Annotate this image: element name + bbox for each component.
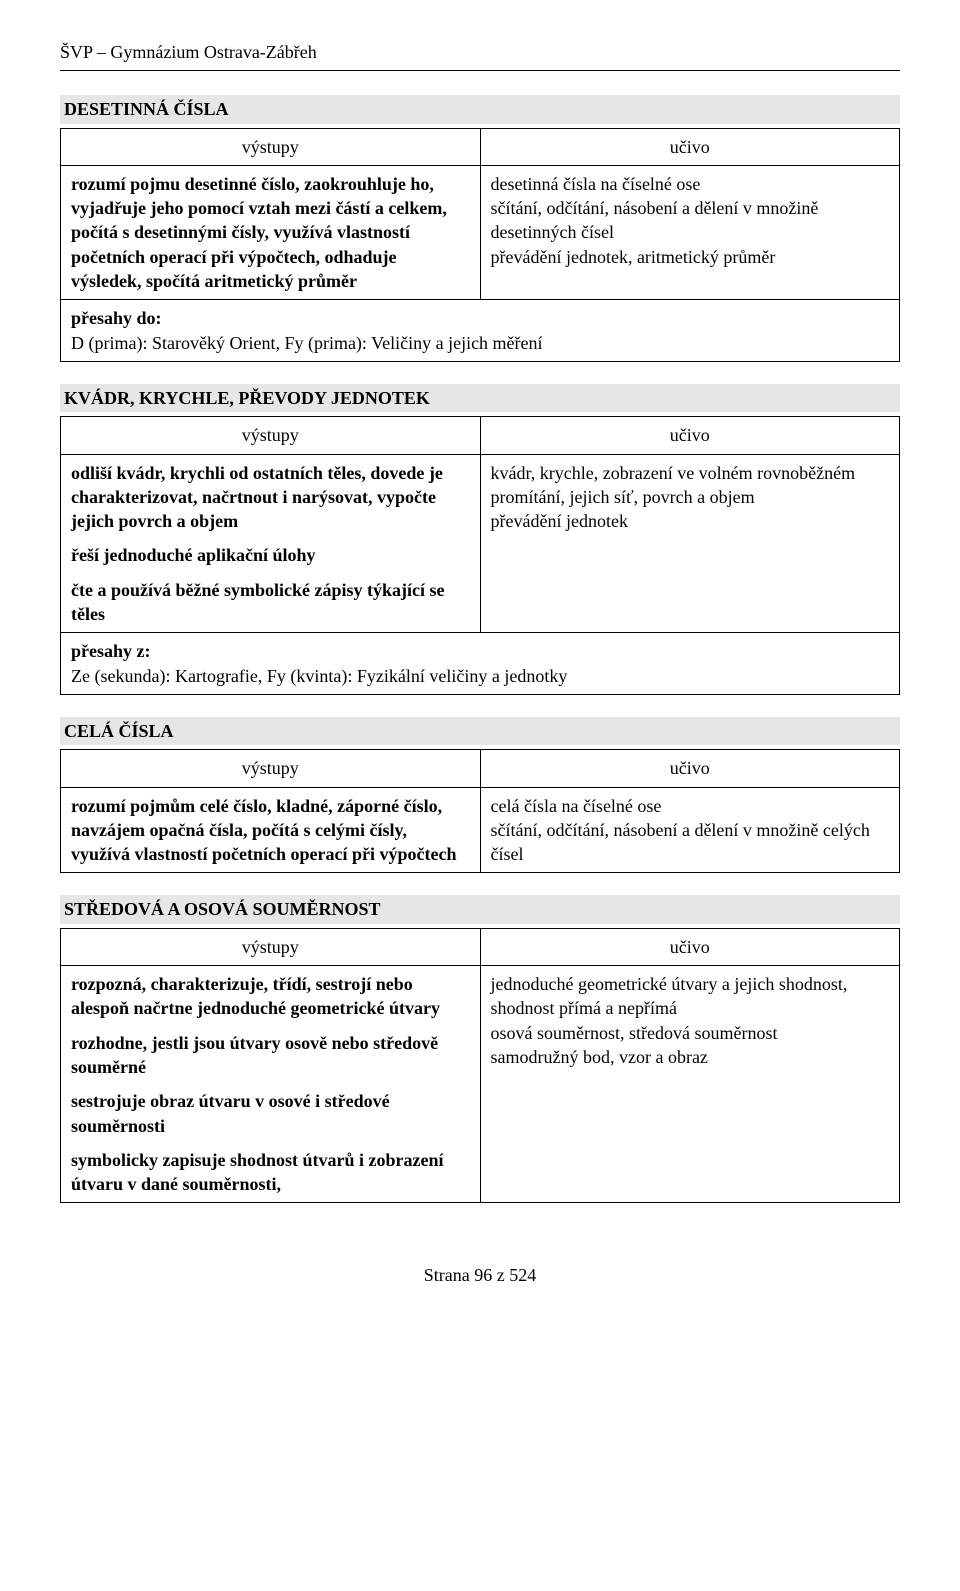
column-header-vystupy: výstupy — [61, 750, 481, 787]
presahy-label: přesahy z: — [71, 641, 151, 661]
topic-table: výstupyučivo rozpozná, charakterizuje, tř… — [60, 928, 900, 1204]
section-heading: KVÁDR, KRYCHLE, PŘEVODY JEDNOTEK — [60, 384, 900, 412]
column-header-ucivo: učivo — [480, 128, 900, 165]
vystupy-cell: rozpozná, charakterizuje, třídí, sestroj… — [61, 966, 481, 1203]
ucivo-cell: celá čísla na číselné osesčítání, odčítá… — [480, 787, 900, 873]
ucivo-item: převádění jednotek — [491, 509, 890, 533]
section: DESETINNÁ ČÍSLA výstupyučivo rozumí pojmu … — [60, 95, 900, 362]
vystupy-item: rozumí pojmům celé číslo, kladné, záporn… — [71, 794, 470, 867]
ucivo-item: kvádr, krychle, zobrazení ve volném rovn… — [491, 461, 890, 510]
document-header: ŠVP – Gymnázium Ostrava-Zábřeh — [60, 40, 900, 64]
section: KVÁDR, KRYCHLE, PŘEVODY JEDNOTEK výstupyu… — [60, 384, 900, 695]
ucivo-cell: kvádr, krychle, zobrazení ve volném rovn… — [480, 454, 900, 633]
topic-table: výstupyučivo rozumí pojmům celé číslo, kl… — [60, 749, 900, 873]
page-footer: Strana 96 z 524 — [60, 1263, 900, 1287]
presahy-cell: přesahy z: Ze (sekunda): Kartografie, Fy … — [61, 633, 900, 695]
vystupy-cell: rozumí pojmu desetinné číslo, zaokrouhlu… — [61, 165, 481, 299]
ucivo-item: osová souměrnost, středová souměrnost — [491, 1021, 890, 1045]
ucivo-item: samodružný bod, vzor a obraz — [491, 1045, 890, 1069]
topic-table: výstupyučivo odliší kvádr, krychli od ost… — [60, 416, 900, 695]
presahy-label: přesahy do: — [71, 308, 162, 328]
ucivo-item: převádění jednotek, aritmetický průměr — [491, 245, 890, 269]
vystupy-item: rozumí pojmu desetinné číslo, zaokrouhlu… — [71, 172, 470, 293]
ucivo-item: sčítání, odčítání, násobení a dělení v m… — [491, 818, 890, 867]
vystupy-item: symbolicky zapisuje shodnost útvarů i zo… — [71, 1148, 470, 1197]
ucivo-item: sčítání, odčítání, násobení a dělení v m… — [491, 196, 890, 245]
vystupy-item: řeší jednoduché aplikační úlohy — [71, 543, 470, 567]
sections-container: DESETINNÁ ČÍSLAvýstupyučivorozumí pojmu … — [60, 95, 900, 1203]
topic-table: výstupyučivo rozumí pojmu desetinné číslo… — [60, 128, 900, 362]
ucivo-cell: jednoduché geometrické útvary a jejich s… — [480, 966, 900, 1203]
vystupy-cell: odliší kvádr, krychli od ostatních těles… — [61, 454, 481, 633]
section-heading: CELÁ ČÍSLA — [60, 717, 900, 745]
ucivo-item: celá čísla na číselné ose — [491, 794, 890, 818]
ucivo-item: jednoduché geometrické útvary a jejich s… — [491, 972, 890, 1021]
section-heading: DESETINNÁ ČÍSLA — [60, 95, 900, 123]
ucivo-cell: desetinná čísla na číselné osesčítání, o… — [480, 165, 900, 299]
column-header-ucivo: učivo — [480, 750, 900, 787]
vystupy-item: rozhodne, jestli jsou útvary osově nebo … — [71, 1031, 470, 1080]
ucivo-item: desetinná čísla na číselné ose — [491, 172, 890, 196]
column-header-vystupy: výstupy — [61, 128, 481, 165]
header-rule — [60, 70, 900, 71]
presahy-text: D (prima): Starověký Orient, Fy (prima):… — [71, 333, 543, 353]
column-header-ucivo: učivo — [480, 928, 900, 965]
vystupy-item: čte a používá běžné symbolické zápisy tý… — [71, 578, 470, 627]
section: CELÁ ČÍSLA výstupyučivo rozumí pojmům celé… — [60, 717, 900, 873]
vystupy-item: rozpozná, charakterizuje, třídí, sestroj… — [71, 972, 470, 1021]
vystupy-item: sestrojuje obraz útvaru v osové i středo… — [71, 1089, 470, 1138]
section: STŘEDOVÁ A OSOVÁ SOUMĚRNOSTvýstupyučivor… — [60, 895, 900, 1203]
column-header-vystupy: výstupy — [61, 928, 481, 965]
presahy-cell: přesahy do: D (prima): Starověký Orient, … — [61, 300, 900, 362]
column-header-ucivo: učivo — [480, 417, 900, 454]
column-header-vystupy: výstupy — [61, 417, 481, 454]
vystupy-item: odliší kvádr, krychli od ostatních těles… — [71, 461, 470, 534]
vystupy-cell: rozumí pojmům celé číslo, kladné, záporn… — [61, 787, 481, 873]
section-heading: STŘEDOVÁ A OSOVÁ SOUMĚRNOST — [60, 895, 900, 923]
presahy-text: Ze (sekunda): Kartografie, Fy (kvinta): … — [71, 666, 567, 686]
